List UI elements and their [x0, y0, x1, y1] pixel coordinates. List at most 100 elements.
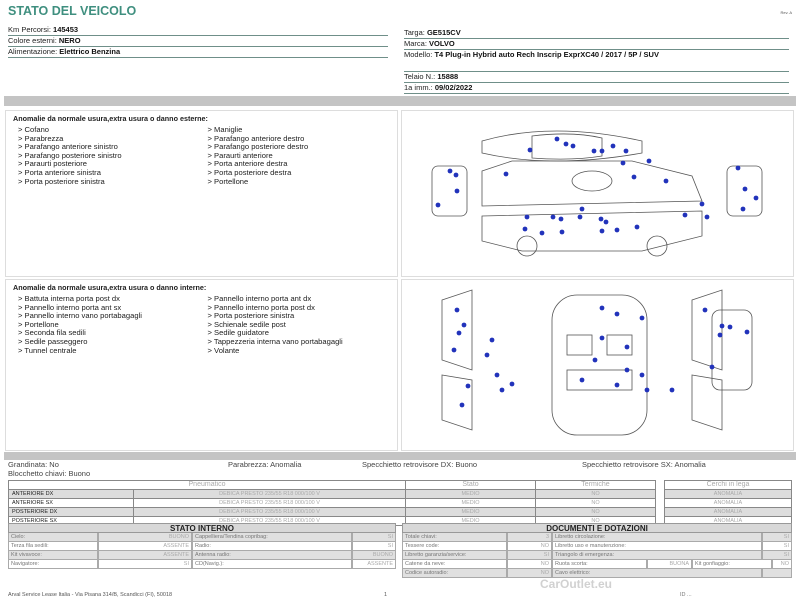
field-label: Terza fila sedili:	[8, 542, 98, 551]
field-label: Kit gonfiaggio:	[692, 560, 772, 569]
info-label: Colore esterni:	[8, 36, 57, 45]
field-value: 3	[507, 533, 552, 542]
damage-dot	[456, 330, 462, 336]
info-row: Modello: T4 Plug-in Hybrid auto Rech Ins…	[404, 50, 789, 72]
damage-item: > Portellone	[207, 176, 249, 186]
damage-dot	[624, 367, 630, 373]
page-title: STATO DEL VEICOLO	[8, 4, 137, 18]
rim-row: ANOMALIA	[664, 507, 792, 517]
rims-table: Cerchi in lega ANOMALIA ANOMALIA ANOMALIA A…	[664, 480, 792, 526]
rim-row: ANOMALIA	[664, 498, 792, 508]
car-exterior-diagram	[431, 130, 763, 257]
info-row: Km Percorsi: 145453	[8, 25, 388, 36]
specchietto-sx: Specchietto retrovisore SX: Anomalia	[582, 460, 706, 469]
info-value: Elettrico Benzina	[59, 47, 121, 56]
damage-dot	[599, 305, 605, 311]
stato_interno-row: Navigatore: SI CD(Navig.): ASSENTE	[8, 560, 396, 569]
field-label: Libretto uso e manutenzione:	[552, 542, 762, 551]
damage-dot	[579, 206, 585, 212]
field-label: Radio:	[192, 542, 352, 551]
info-row: Targa: GE515CV	[404, 28, 789, 39]
documenti-row: Libretto garanzia/service: SI Triangolo di…	[402, 551, 792, 560]
field-value: ASSENTE	[98, 551, 192, 560]
damage-dot	[563, 141, 569, 147]
field-value: NO	[772, 560, 792, 569]
damage-dot	[539, 230, 545, 236]
damage-dot	[554, 136, 560, 142]
damage-dot	[503, 171, 509, 177]
damage-dot	[599, 148, 605, 154]
damage-dot	[719, 323, 725, 329]
damage-item: > Maniglie	[207, 125, 243, 134]
damage-dot	[524, 214, 530, 220]
field-label: Navigatore:	[8, 560, 98, 569]
col-termiche: Termiche	[535, 480, 656, 490]
external-damage-list: Anomalie da normale usura,extra usura o …	[5, 110, 398, 277]
stato_interno-row: Terza fila sedili: ASSENTE Radio: SI	[8, 542, 396, 551]
damage-dot	[644, 387, 650, 393]
tyre-model: DEBICA PRESTO 235/55 R18 000/100 V	[133, 489, 406, 499]
damage-item: > Portellone	[18, 319, 59, 329]
specchietto-dx: Specchietto retrovisore DX: Buono	[362, 460, 478, 469]
damage-dot	[465, 383, 471, 389]
field-label: Triangolo di emergenza:	[552, 551, 762, 560]
damage-dot	[558, 216, 564, 222]
info-row: Colore esterni: NERO	[8, 36, 388, 47]
info-label: Marca:	[404, 39, 427, 48]
car-rear-view	[726, 165, 763, 217]
damage-item: > Pannello interno porta ant sx	[18, 302, 122, 312]
damage-dot	[451, 347, 457, 353]
info-label: 1a imm.:	[404, 83, 433, 92]
field-label: Catene da neve:	[402, 560, 507, 569]
tyre-stato: MEDIO	[405, 489, 536, 499]
damage-dot	[646, 158, 652, 164]
damage-dot	[453, 172, 459, 178]
info-value: 09/02/2022	[434, 83, 473, 92]
damage-dot	[447, 168, 453, 174]
field-label: Cielo:	[8, 533, 98, 542]
field-label: Totale chiavi:	[402, 533, 507, 542]
damage-dot	[489, 337, 495, 343]
damage-item: > Porta posteriore sinistra	[207, 311, 295, 321]
info-label: Alimentazione:	[8, 47, 58, 56]
info-row: Telaio N.: 15888	[404, 72, 789, 83]
field-value: ASSENTE	[352, 560, 396, 569]
info-label: Modello:	[404, 50, 433, 59]
damage-item: > Volante	[207, 345, 240, 355]
field-label: Antenna radio:	[192, 551, 352, 560]
field-label: Cavo elettrico:	[552, 569, 762, 578]
info-row: 1a imm.: 09/02/2022	[404, 83, 789, 94]
field-value: NO	[507, 560, 552, 569]
info-label: Targa:	[404, 28, 425, 37]
car-side-view-top	[481, 160, 703, 207]
documenti-row: Catene da neve: NO Ruota scorta: BUONA Kit g…	[402, 560, 792, 569]
col-cerchi: Cerchi in lega	[664, 480, 792, 490]
damage-dot	[740, 206, 746, 212]
damage-dot	[499, 387, 505, 393]
damage-dot	[727, 324, 733, 330]
car-interior-diagram	[441, 289, 753, 436]
info-label: Telaio N.:	[404, 72, 436, 81]
rim-state: ANOMALIA	[664, 498, 792, 508]
field-value: SI	[762, 551, 792, 560]
damage-item: > Sedile guidatore	[207, 328, 269, 338]
damage-dot	[709, 364, 715, 370]
field-value: BUONO	[98, 533, 192, 542]
damage-dot	[599, 228, 605, 234]
damage-dot	[435, 202, 441, 208]
tyre-row: ANTERIORE DX DEBICA PRESTO 235/55 R18 000…	[8, 489, 656, 499]
damage-item: > Parafango anteriore sinistro	[18, 142, 118, 152]
documenti-row: Tessere code: NO Libretto uso e manutenzio…	[402, 542, 792, 551]
rim-row: ANOMALIA	[664, 489, 792, 499]
damage-item: > Paraurti posteriore	[18, 159, 88, 169]
field-value: BUONO	[352, 551, 396, 560]
internal-title: Anomalie da normale usura,extra usura o …	[13, 283, 207, 292]
page-number: 1	[384, 592, 388, 598]
footer-address: Arval Service Lease Italia - Via Pisana …	[8, 592, 173, 598]
damage-dot	[639, 315, 645, 321]
damage-item: > Battuta interna porta post dx	[18, 294, 120, 303]
info-label: Km Percorsi:	[8, 25, 51, 34]
damage-item: > Paraurti anteriore	[207, 150, 273, 160]
damage-dot	[592, 357, 598, 363]
field-value: SI	[352, 542, 396, 551]
